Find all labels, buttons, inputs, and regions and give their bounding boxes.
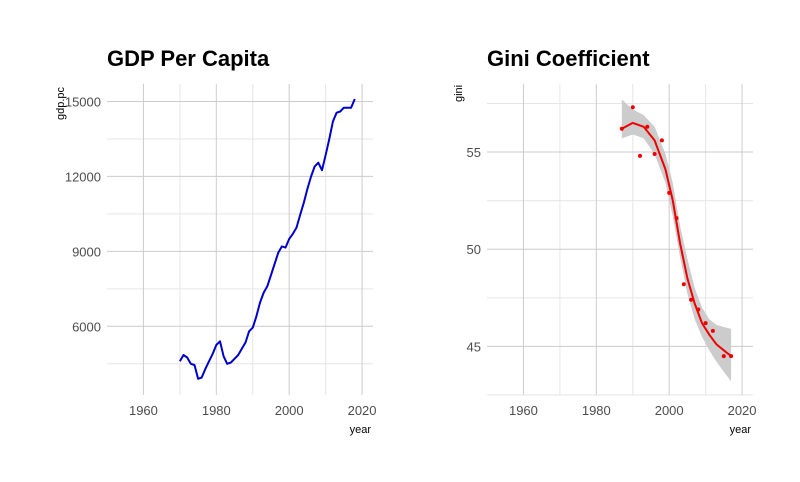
gini-data-point (689, 297, 694, 302)
gini-data-point (710, 328, 715, 333)
x-tick-label: 1960 (509, 403, 538, 418)
x-tick-label: 1980 (202, 403, 231, 418)
gdp-title: GDP Per Capita (107, 46, 270, 71)
gdp-y-axis-label: gdp.pc (55, 86, 67, 120)
gdp-line-series (179, 98, 356, 380)
x-tick-label: 2020 (348, 403, 377, 418)
gini-data-point (638, 153, 642, 158)
gini-data-point (681, 282, 686, 287)
y-tick-label: 9000 (72, 244, 101, 259)
x-tick-label: 1980 (582, 403, 611, 418)
x-tick-label: 2000 (275, 403, 304, 418)
gini-data-point (674, 216, 679, 221)
x-tick-label: 1960 (129, 403, 158, 418)
gini-data-point (652, 152, 657, 156)
gini-data-point (667, 190, 672, 195)
y-tick-label: 55 (467, 145, 481, 160)
gini-data-point (659, 138, 664, 143)
gini-data-point (703, 321, 708, 326)
gini-confidence-band (621, 99, 732, 382)
gdp-y-ticks: 6000 9000 12000 15000 (65, 94, 101, 334)
x-tick-label: 2020 (728, 403, 757, 418)
y-tick-label: 12000 (65, 169, 101, 184)
gini-data-point (630, 105, 635, 110)
gini-data-point (729, 354, 734, 359)
gdp-x-ticks: 1960 1980 2000 2020 (129, 403, 377, 418)
gini-title: Gini Coefficient (487, 46, 650, 71)
y-tick-label: 50 (467, 242, 481, 257)
gini-y-axis-label: gini (453, 85, 465, 102)
gini-x-axis-label: year (730, 424, 752, 436)
gini-y-ticks: 45 50 55 (467, 145, 481, 354)
gdp-plot-area (179, 98, 356, 380)
gini-data-point (696, 307, 701, 312)
y-tick-label: 6000 (72, 319, 101, 334)
gini-x-ticks: 1960 1980 2000 2020 (509, 403, 757, 418)
gini-smooth-line (621, 121, 732, 357)
gini-data-point (645, 124, 650, 129)
gini-panel: 1960 1980 2000 2020 45 50 55 Gini Coefficient… (453, 46, 757, 436)
y-tick-label: 45 (467, 339, 481, 354)
x-tick-label: 2000 (655, 403, 684, 418)
gini-data-point (619, 126, 624, 131)
gini-data-point (721, 354, 726, 359)
gdp-panel: 1960 1980 2000 2020 6000 9000 12000 15000 GDP … (55, 46, 377, 436)
gini-plot-area (619, 99, 734, 382)
y-tick-label: 15000 (65, 94, 101, 109)
gdp-x-axis-label: year (350, 424, 372, 436)
